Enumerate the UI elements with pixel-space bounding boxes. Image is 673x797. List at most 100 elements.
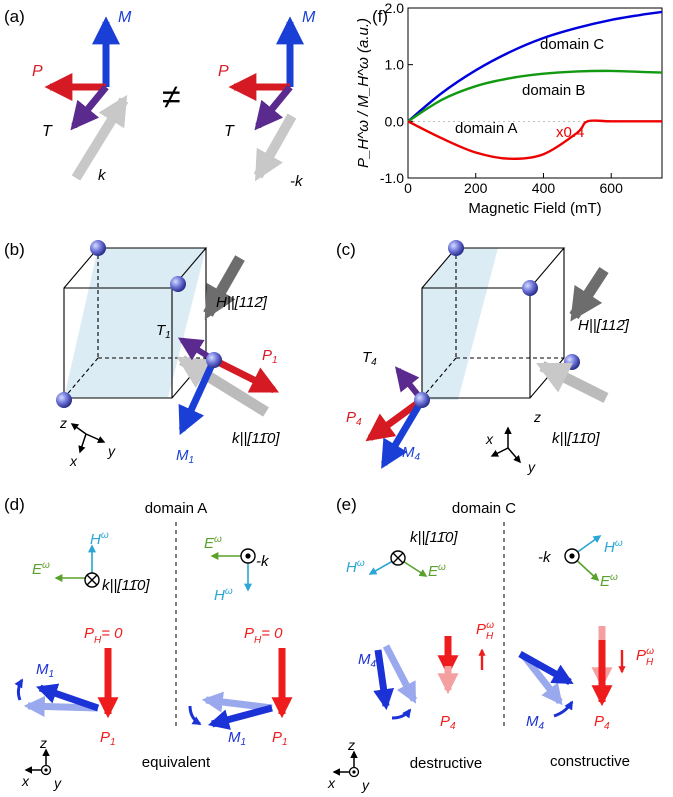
chart-ticks: 0 200 400 600 -1.0 0.0 1.0 2.0 bbox=[380, 0, 662, 196]
atom bbox=[90, 240, 106, 256]
not-equal-sign: ≠ bbox=[162, 78, 181, 116]
h-omega-label: Hω bbox=[604, 538, 623, 556]
panel-a-label: (a) bbox=[4, 7, 25, 26]
series-line-domain-b bbox=[407, 69, 663, 123]
cross-icon bbox=[86, 574, 98, 586]
p4-label: P4 bbox=[594, 713, 610, 732]
m1-label: M1 bbox=[36, 661, 54, 680]
z-axis-label: z bbox=[39, 735, 47, 751]
t-arrow bbox=[70, 84, 109, 131]
precession-arrow bbox=[553, 700, 574, 718]
atom bbox=[56, 392, 72, 408]
ph-zero-label: PH= 0 bbox=[84, 625, 123, 646]
panel-e-label: (e) bbox=[336, 495, 357, 514]
m1-label: M1 bbox=[228, 729, 246, 748]
t1-label: T1 bbox=[156, 322, 171, 341]
equivalent-label: equivalent bbox=[142, 754, 211, 771]
x-axis-arrow bbox=[78, 433, 87, 454]
dot-icon bbox=[245, 553, 251, 559]
precession-arrow bbox=[188, 705, 202, 726]
y-axis-label: y bbox=[527, 459, 536, 475]
x-tick-label: 400 bbox=[532, 180, 556, 196]
plot-frame bbox=[407, 7, 663, 179]
p1-label: P1 bbox=[100, 729, 116, 748]
z-axis-label: z bbox=[533, 409, 541, 425]
k-direction-label: k||[11̄0] bbox=[410, 529, 458, 546]
h-field-arrow bbox=[569, 266, 609, 322]
panel-b-label: (b) bbox=[4, 240, 25, 259]
dot-icon bbox=[352, 770, 356, 774]
p-label: P bbox=[32, 63, 43, 80]
m1-label: M1 bbox=[176, 447, 194, 466]
panel-e-title: domain C bbox=[452, 500, 516, 517]
series-line-domain-a bbox=[407, 119, 662, 160]
y-axis-title: P_H^ω / M_H^ω (a.u.) bbox=[355, 18, 372, 168]
h-omega-label: Hω bbox=[90, 530, 109, 548]
crystal-plane bbox=[422, 248, 498, 400]
atom bbox=[522, 280, 538, 296]
ph-zero-label: PH= 0 bbox=[244, 625, 283, 646]
scale-annotation: x0.4 bbox=[556, 124, 584, 141]
series-label-domain-c: domain C bbox=[540, 36, 604, 53]
m1-arrow bbox=[178, 358, 218, 436]
panel-d-title: domain A bbox=[145, 500, 208, 517]
y-tick-label: 0.0 bbox=[385, 113, 405, 129]
k-arrow bbox=[536, 361, 609, 403]
constructive-label: constructive bbox=[550, 753, 630, 770]
e-omega-label: Eω bbox=[600, 572, 618, 590]
cross-icon bbox=[392, 552, 404, 564]
crystal-plane bbox=[64, 248, 206, 398]
x-tick-label: 0 bbox=[404, 180, 412, 196]
e-omega-label: Eω bbox=[204, 534, 222, 552]
panel-c-label: (c) bbox=[336, 240, 356, 259]
m-label: M bbox=[302, 9, 316, 26]
h-label: H||[112̄] bbox=[216, 294, 268, 311]
m4-label: M4 bbox=[526, 713, 545, 732]
minus-k-label: -k bbox=[538, 549, 552, 566]
y-axis-label: y bbox=[53, 775, 62, 791]
atom bbox=[414, 392, 430, 408]
atom bbox=[448, 240, 464, 256]
panel-d: (d) domain A Hω Eω k||[11̄0] Eω -k Hω PH… bbox=[4, 495, 293, 791]
k-direction-label: k||[11̄0] bbox=[552, 430, 600, 447]
z-axis-arrow bbox=[70, 423, 87, 435]
h-label: H||[112̄] bbox=[578, 317, 630, 334]
h-field-arrow bbox=[203, 255, 245, 320]
h-omega-label: Hω bbox=[346, 558, 365, 576]
m4-arrow bbox=[373, 649, 395, 711]
k-direction-label: k||[11̄0] bbox=[102, 577, 150, 594]
atom bbox=[564, 354, 580, 370]
y-tick-label: 1.0 bbox=[385, 57, 405, 73]
ph-label: PHω bbox=[476, 620, 494, 642]
m4-label: M4 bbox=[402, 444, 421, 463]
panel-e: (e) domain C k||[11̄0] Hω Eω -k Hω Eω M4… bbox=[327, 495, 654, 793]
k-arrow bbox=[71, 94, 129, 181]
p-label: P bbox=[218, 63, 229, 80]
m1-arrow bbox=[207, 704, 273, 730]
p1-label: P1 bbox=[272, 729, 288, 748]
p1-arrow bbox=[212, 356, 280, 394]
p4-label: P4 bbox=[346, 409, 362, 428]
panel-d-label: (d) bbox=[4, 495, 25, 514]
series-line-domain-c bbox=[407, 10, 663, 123]
chart-label: (f) bbox=[372, 7, 388, 26]
p4-arrow bbox=[365, 397, 425, 442]
atom bbox=[206, 352, 222, 368]
y-axis-arrow bbox=[507, 447, 521, 464]
panel-b: (b) H||[112̄] T1 P1 M1 k||[11̄0] z x y bbox=[4, 240, 280, 469]
minus-k-label: -k bbox=[256, 553, 270, 570]
p1-label: P1 bbox=[262, 347, 278, 366]
x-axis-label: x bbox=[69, 453, 78, 469]
m1-arrow bbox=[36, 683, 100, 712]
x-axis-title: Magnetic Field (mT) bbox=[468, 200, 601, 217]
atom bbox=[170, 276, 186, 292]
y-axis-arrow bbox=[85, 433, 106, 443]
y-tick-label: 2.0 bbox=[385, 0, 405, 16]
ph-label: PHω bbox=[636, 646, 654, 668]
series-label-domain-a: domain A bbox=[455, 120, 518, 137]
dot-icon bbox=[569, 553, 575, 559]
x-axis-label: x bbox=[21, 773, 30, 789]
y-axis-label: y bbox=[361, 777, 370, 793]
k-direction-label: k||[11̄0] bbox=[232, 430, 280, 447]
